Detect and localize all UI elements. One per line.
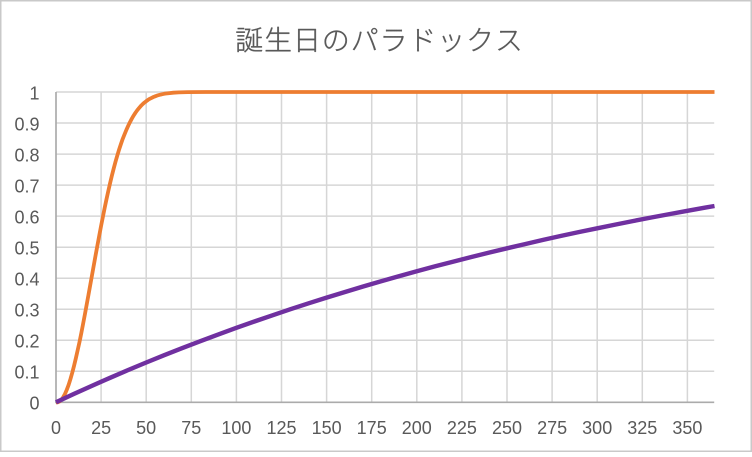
svg-text:0.8: 0.8 <box>14 146 39 166</box>
svg-text:0: 0 <box>29 394 39 414</box>
svg-text:225: 225 <box>447 418 477 438</box>
svg-text:125: 125 <box>266 418 296 438</box>
svg-text:0.3: 0.3 <box>14 301 39 321</box>
svg-text:0.9: 0.9 <box>14 114 39 134</box>
svg-text:325: 325 <box>627 418 657 438</box>
svg-text:0.2: 0.2 <box>14 332 39 352</box>
svg-text:1: 1 <box>29 83 39 103</box>
svg-text:350: 350 <box>672 418 702 438</box>
svg-text:50: 50 <box>136 418 156 438</box>
svg-text:200: 200 <box>402 418 432 438</box>
svg-text:0: 0 <box>51 418 61 438</box>
svg-text:0.4: 0.4 <box>14 270 39 290</box>
svg-text:100: 100 <box>221 418 251 438</box>
svg-text:275: 275 <box>537 418 567 438</box>
svg-text:0.6: 0.6 <box>14 208 39 228</box>
svg-text:75: 75 <box>181 418 201 438</box>
svg-text:300: 300 <box>582 418 612 438</box>
svg-text:0.5: 0.5 <box>14 239 39 259</box>
svg-text:25: 25 <box>91 418 111 438</box>
svg-text:0.7: 0.7 <box>14 177 39 197</box>
svg-text:175: 175 <box>357 418 387 438</box>
svg-text:150: 150 <box>312 418 342 438</box>
svg-text:0.1: 0.1 <box>14 363 39 383</box>
svg-text:250: 250 <box>492 418 522 438</box>
